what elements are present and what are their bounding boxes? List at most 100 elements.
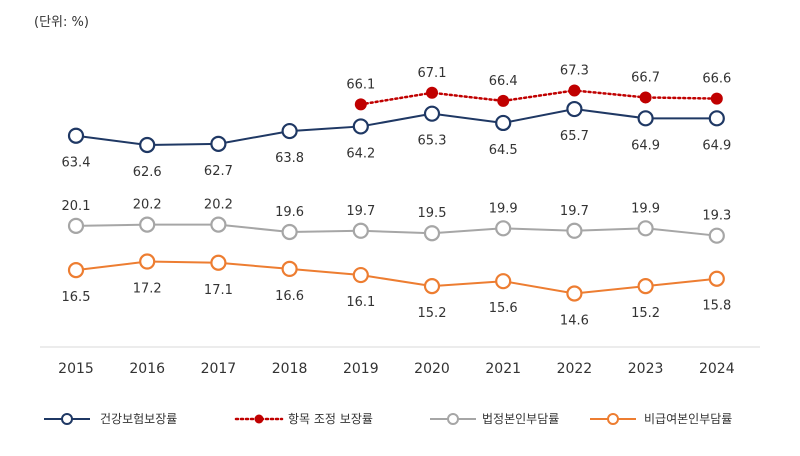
x-tick-label: 2017 (201, 361, 237, 377)
x-tick-label: 2019 (343, 361, 379, 377)
data-point (568, 84, 581, 97)
data-label: 19.3 (702, 209, 731, 224)
data-point (281, 260, 298, 277)
data-label: 20.2 (204, 198, 233, 213)
data-point (495, 114, 512, 132)
legend-marker (607, 413, 619, 425)
data-label: 66.1 (346, 77, 375, 92)
legend-label: 비급여본인부담률 (644, 412, 732, 426)
data-label: 19.7 (346, 204, 375, 219)
data-point (710, 92, 723, 105)
data-point (210, 216, 227, 233)
data-label: 64.9 (631, 138, 660, 153)
data-label: 64.2 (346, 146, 375, 161)
data-point (210, 135, 227, 152)
x-tick-label: 2022 (557, 361, 593, 377)
data-point (67, 262, 85, 279)
data-label: 62.7 (204, 164, 233, 179)
data-point (708, 110, 725, 127)
data-point (210, 254, 227, 271)
data-label: 62.6 (133, 165, 162, 180)
data-point (426, 86, 438, 99)
legend-marker (447, 413, 459, 425)
data-label: 19.6 (275, 205, 304, 220)
data-point (708, 270, 725, 287)
legend-item-2: 법정본인부담률 (430, 412, 559, 426)
x-tick-label: 2024 (699, 361, 735, 377)
data-label: 66.7 (631, 70, 660, 85)
series-line (75, 260, 717, 295)
data-label: 16.5 (62, 290, 91, 305)
data-label: 19.9 (489, 201, 518, 216)
legend-item-1: 항목 조정 보장률 (234, 412, 373, 426)
legend-marker (61, 413, 73, 425)
data-label: 16.1 (346, 295, 375, 310)
data-label: 14.6 (560, 314, 589, 329)
data-point (67, 217, 85, 234)
legend-label: 건강보험보장률 (100, 412, 177, 426)
data-point (139, 253, 156, 270)
x-tick-label: 2016 (129, 361, 165, 377)
data-point (281, 122, 298, 140)
data-label: 19.9 (631, 201, 660, 216)
data-point (495, 220, 512, 237)
data-point (637, 220, 654, 237)
legend-item-3: 비급여본인부담률 (590, 412, 732, 426)
data-label: 15.2 (631, 306, 660, 321)
series-line (75, 108, 717, 147)
series-line (75, 223, 717, 237)
series-0: 63.4 62.6 62.7 63.8 64.2 65.3 64.5 65.7 64.9 64.9 (62, 100, 731, 180)
data-label: 15.8 (702, 299, 731, 314)
unit-label: (단위: %) (34, 15, 89, 30)
data-point (281, 223, 298, 241)
data-point (352, 266, 369, 284)
data-point (637, 110, 654, 127)
data-label: 15.2 (418, 306, 447, 321)
series-1: 66.1 67.1 66.4 67.3 66.7 66.6 (346, 63, 731, 111)
data-point (423, 105, 441, 122)
data-label: 16.6 (275, 289, 304, 304)
data-point (67, 127, 85, 144)
x-tick-label: 2023 (628, 361, 664, 377)
data-point (354, 98, 367, 111)
data-label: 17.1 (204, 283, 233, 298)
data-label: 17.2 (133, 282, 162, 297)
legend-label: 항목 조정 보장률 (288, 412, 373, 426)
data-label: 20.2 (133, 198, 162, 213)
data-label: 20.1 (62, 199, 91, 214)
x-tick-label: 2018 (272, 361, 308, 377)
data-point (423, 278, 441, 295)
x-tick-label: 2015 (58, 361, 94, 377)
series-3: 16.5 17.2 17.1 16.6 16.1 15.2 15.6 14.6 15.2 15.8 (62, 253, 731, 329)
legend-label: 법정본인부담률 (482, 412, 559, 426)
plot-area: 2015 2016 2017 2018 2019 2020 2021 2022 2023 2024… (40, 63, 760, 377)
data-label: 64.5 (489, 143, 518, 158)
legend: 건강보험보장률 항목 조정 보장률 법정본인부담률 비급여본인부담률 (44, 412, 732, 426)
data-label: 63.4 (62, 156, 91, 171)
data-point (495, 273, 512, 290)
data-label: 65.3 (418, 134, 447, 149)
x-tick-label: 2021 (485, 361, 521, 377)
data-point (639, 91, 652, 104)
data-label: 67.1 (418, 66, 447, 81)
data-label: 66.4 (489, 74, 518, 89)
data-point (637, 278, 654, 295)
data-point (139, 136, 156, 154)
data-label: 64.9 (702, 138, 731, 153)
data-point (497, 94, 510, 107)
data-point (566, 285, 583, 302)
data-point (423, 225, 441, 242)
data-point (566, 100, 583, 118)
data-label: 19.5 (418, 206, 447, 221)
legend-item-0: 건강보험보장률 (44, 412, 177, 426)
series-2: 20.1 20.2 20.2 19.6 19.7 19.5 19.9 19.7 19.9 19.3 (62, 198, 731, 244)
data-label: 19.7 (560, 204, 589, 219)
data-point (139, 216, 156, 233)
data-point (566, 222, 583, 239)
legend-marker (254, 414, 264, 424)
data-point (352, 118, 369, 135)
data-label: 67.3 (560, 63, 589, 78)
data-point (352, 222, 369, 239)
data-point (708, 227, 725, 244)
data-label: 63.8 (275, 151, 304, 166)
